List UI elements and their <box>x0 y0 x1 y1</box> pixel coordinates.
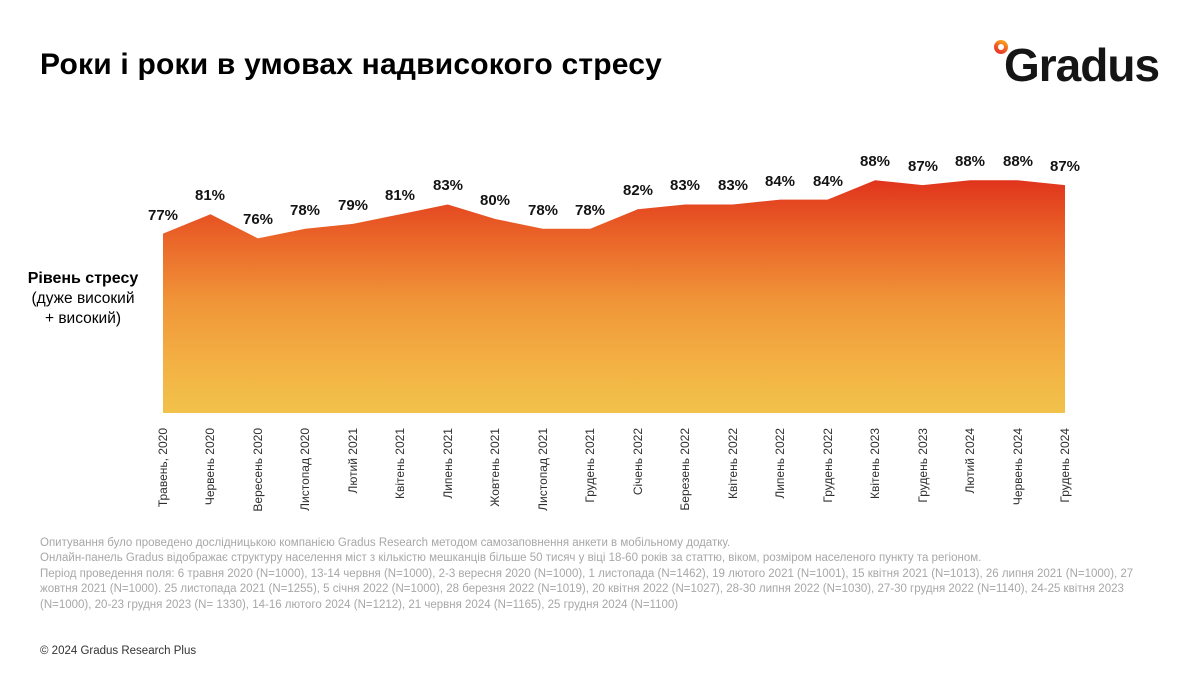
x-axis-label: Квітень 2022 <box>726 428 740 499</box>
x-axis-label: Листопад 2020 <box>298 428 312 511</box>
data-label: 84% <box>812 173 844 190</box>
x-axis-label: Листопад 2021 <box>536 428 550 511</box>
area-series <box>163 180 1065 413</box>
y-axis-label-sub1: (дуже високий <box>31 290 135 307</box>
x-axis-label: Червень 2020 <box>203 428 217 506</box>
data-label: 81% <box>194 187 226 204</box>
methodology-note: Опитування було проведено дослідницькою … <box>40 537 731 549</box>
data-label: 87% <box>1049 158 1081 175</box>
logo-degree-icon <box>994 40 1008 54</box>
y-axis-label-sub2: + високий) <box>44 310 122 327</box>
x-axis-label: Березень 2022 <box>678 428 692 511</box>
data-label: 78% <box>574 202 606 219</box>
x-axis-label: Липень 2022 <box>773 428 787 499</box>
x-axis-label: Вересень 2020 <box>251 428 265 512</box>
data-label: 82% <box>622 182 654 199</box>
x-axis-label: Січень 2022 <box>631 428 645 496</box>
data-label: 76% <box>242 211 274 228</box>
data-label: 83% <box>717 177 749 194</box>
x-axis-label: Грудень 2022 <box>821 428 835 503</box>
x-axis-label: Грудень 2024 <box>1058 428 1072 503</box>
data-label: 79% <box>337 197 369 214</box>
page-title: Роки і роки в умовах надвисокого стресу <box>40 48 663 81</box>
y-axis-label-title: Рівень стресу <box>27 270 139 287</box>
copyright: © 2024 Gradus Research Plus <box>40 645 197 657</box>
data-label: 87% <box>907 158 939 175</box>
data-label: 78% <box>289 202 321 219</box>
stress-area-chart <box>163 180 1065 413</box>
data-label: 88% <box>859 153 891 170</box>
data-label: 80% <box>479 192 511 209</box>
fieldwork-periods: Період проведення поля: 6 травня 2020 (N… <box>40 567 1134 611</box>
data-label: 84% <box>764 173 796 190</box>
x-axis-label: Липень 2021 <box>441 428 455 499</box>
data-label: 88% <box>954 153 986 170</box>
x-axis-label: Грудень 2021 <box>583 428 597 503</box>
logo-degree-hole <box>998 44 1004 50</box>
panel-note: Онлайн-панель Gradus відображає структур… <box>40 552 982 565</box>
data-label: 77% <box>147 207 179 224</box>
x-axis-label: Квітень 2023 <box>868 428 882 499</box>
data-label: 83% <box>432 177 464 194</box>
data-label: 78% <box>527 202 559 219</box>
x-axis-label: Жовтень 2021 <box>488 428 502 507</box>
x-axis-label: Квітень 2021 <box>393 428 407 499</box>
data-label: 81% <box>384 187 416 204</box>
y-axis-label: Рівень стресу (дуже високий + високий) <box>8 269 158 329</box>
x-axis-label: Лютий 2024 <box>963 428 977 494</box>
footnotes: Опитування було проведено дослідницькою … <box>40 536 1166 613</box>
gradus-logo: Gradus <box>990 34 1170 98</box>
x-axis-label: Травень, 2020 <box>156 428 170 508</box>
x-axis-label: Лютий 2021 <box>346 428 360 494</box>
logo-wordmark: Gradus <box>1004 39 1160 91</box>
x-axis-label: Червень 2024 <box>1011 428 1025 506</box>
data-label: 83% <box>669 177 701 194</box>
data-label: 88% <box>1002 153 1034 170</box>
x-axis-label: Грудень 2023 <box>916 428 930 503</box>
